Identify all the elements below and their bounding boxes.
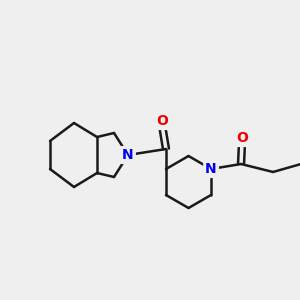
Text: O: O xyxy=(156,114,168,128)
Text: N: N xyxy=(205,162,217,176)
Text: N: N xyxy=(122,148,134,162)
Text: O: O xyxy=(236,131,248,145)
